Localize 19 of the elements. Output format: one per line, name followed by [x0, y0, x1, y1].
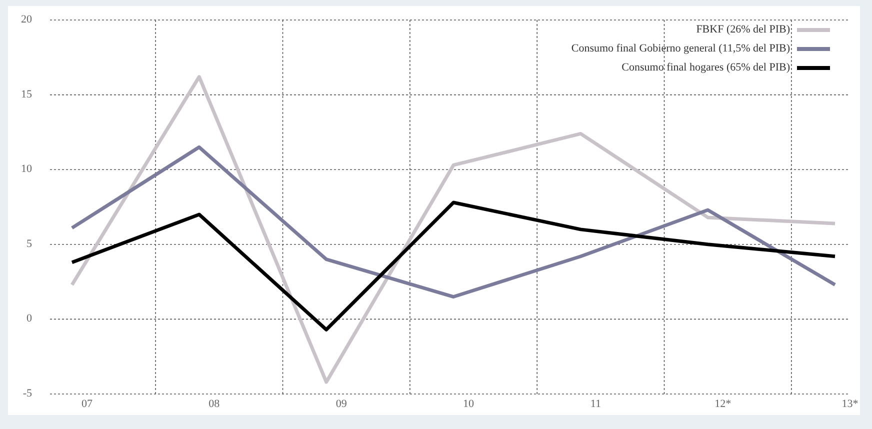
- legend-label: Consumo final Gobierno general (11,5% del PIB): [571, 42, 790, 55]
- legend-label: FBKF (26% del PIB): [696, 24, 790, 36]
- y-tick-label: 10: [21, 163, 32, 176]
- y-tick-label: -5: [22, 388, 32, 400]
- x-tick-label: 11: [590, 398, 601, 410]
- line-series: [70, 200, 837, 332]
- line-series: [70, 145, 837, 299]
- y-tick-label: 5: [26, 238, 32, 250]
- x-tick-label: 08: [208, 398, 220, 410]
- x-tick-label: 10: [463, 398, 474, 410]
- line-series: [70, 75, 837, 384]
- x-tick-label: 13*: [842, 398, 858, 410]
- x-tick-label: 07: [82, 398, 93, 410]
- legend-label: Consumo final hogares (65% del PIB): [622, 62, 790, 74]
- x-tick-label: 09: [336, 398, 348, 410]
- y-tick-label: 0: [26, 312, 32, 325]
- y-tick-label: 15: [21, 88, 32, 100]
- x-tick-label: 12*: [714, 398, 732, 410]
- y-tick-label: 20: [21, 14, 32, 26]
